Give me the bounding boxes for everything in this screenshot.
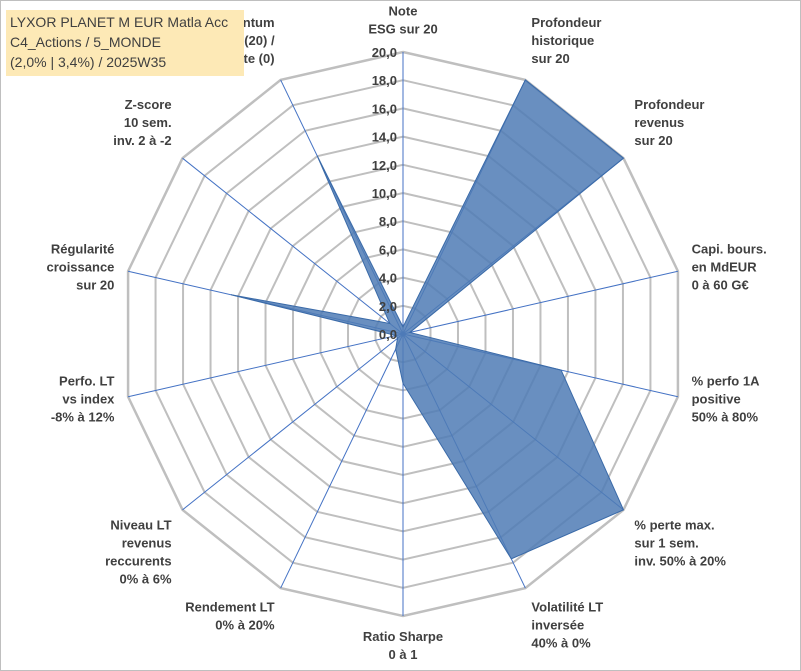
axis-label-line: vs index xyxy=(62,391,115,406)
axis-label-line: Niveau LT xyxy=(110,517,171,532)
axis-label-2: Profondeur revenus sur 20 xyxy=(634,97,704,148)
axis-label-line: 0 à 1 xyxy=(389,647,418,662)
axis-label-line: 10 sem. xyxy=(124,115,172,130)
axis-label-1: Profondeur historique sur 20 xyxy=(531,15,601,66)
axis-label-line: Capi. bours. xyxy=(692,242,767,257)
axis-label-line: Régularité xyxy=(51,242,115,257)
axis-label-line: reccurents xyxy=(105,553,171,568)
r-tick-label: 2,0 xyxy=(379,299,397,314)
chart-title-box: LYXOR PLANET M EUR Matla Acc C4_Actions … xyxy=(6,10,244,76)
axis-label-line: sur 20 xyxy=(634,133,672,148)
axis-label-line: 0% à 6% xyxy=(120,571,172,586)
axis-label-line: 0 à 60 G€ xyxy=(692,278,749,293)
axis-label-line: Z-score xyxy=(125,97,172,112)
spoke-3 xyxy=(402,270,679,335)
axis-label-line: Note xyxy=(389,4,418,19)
axis-label-line: revenus xyxy=(122,535,172,550)
axis-label-line: 0% à 20% xyxy=(215,617,275,632)
axis-label-12: Z-score 10 sem. inv. 2 à -2 xyxy=(113,97,171,148)
axis-label-line: Perfo. LT xyxy=(59,373,114,388)
r-tick-label: 8,0 xyxy=(379,214,397,229)
axis-label-8: Rendement LT 0% à 20% xyxy=(185,599,275,632)
axis-label-9: Niveau LT revenus reccurents 0% à 6% xyxy=(105,517,172,586)
r-tick-label: 18,0 xyxy=(372,73,397,88)
axis-label-line: en MdEUR xyxy=(692,260,758,275)
axis-label-line: Profondeur xyxy=(531,15,601,30)
axis-label-line: sur 20 xyxy=(531,51,569,66)
spoke-9 xyxy=(182,333,404,511)
axis-label-line: inv. 2 à -2 xyxy=(113,133,171,148)
axis-label-line: Rendement LT xyxy=(185,599,274,614)
axis-label-line: sur 1 sem. xyxy=(634,535,698,550)
axis-label-5: % perte max. sur 1 sem. inv. 50% à 20% xyxy=(634,517,726,568)
chart-title-line-1: LYXOR PLANET M EUR Matla Acc xyxy=(10,14,229,30)
axis-label-line: revenus xyxy=(634,115,684,130)
axis-label-line: Profondeur xyxy=(634,97,704,112)
axis-label-line: % perfo 1A xyxy=(692,373,761,388)
r-tick-label: 12,0 xyxy=(372,158,397,173)
chart-title-line-2: C4_Actions / 5_MONDE xyxy=(10,34,161,50)
axis-label-11: Régularité croissance sur 20 xyxy=(46,242,114,293)
r-tick-label: 16,0 xyxy=(372,101,397,116)
axis-label-line: % perte max. xyxy=(634,517,714,532)
spoke-8 xyxy=(280,333,404,589)
axis-label-line: 40% à 0% xyxy=(531,635,591,650)
axis-label-line: sur 20 xyxy=(76,278,114,293)
axis-label-line: inv. 50% à 20% xyxy=(634,553,726,568)
axis-label-line: inversée xyxy=(531,617,584,632)
radar-ticks: 0,0 2,0 4,0 6,0 8,0 10,0 12,0 14,0 16,0 18,0 20,0 xyxy=(372,45,397,342)
axis-label-line: -8% à 12% xyxy=(51,409,115,424)
axis-label-line: Volatilité LT xyxy=(531,599,603,614)
axis-label-7: Ratio Sharpe 0 à 1 xyxy=(363,629,443,662)
r-tick-label: 10,0 xyxy=(372,186,397,201)
axis-label-line: ESG sur 20 xyxy=(368,22,437,37)
axis-label-3: Capi. bours. en MdEUR 0 à 60 G€ xyxy=(692,242,767,293)
spoke-10 xyxy=(127,333,404,398)
axis-label-line: croissance xyxy=(46,260,114,275)
axis-label-line: historique xyxy=(531,33,594,48)
r-tick-label: 14,0 xyxy=(372,130,397,145)
spoke-12 xyxy=(182,157,404,335)
r-tick-label: 20,0 xyxy=(372,45,397,60)
axis-label-line: Ratio Sharpe xyxy=(363,629,443,644)
chart-title-line-3: (2,0% | 3,4%) / 2025W35 xyxy=(10,54,167,70)
r-tick-label: 6,0 xyxy=(379,242,397,257)
axis-label-10: Perfo. LT vs index -8% à 12% xyxy=(51,373,115,424)
radar-series xyxy=(231,79,625,560)
axis-label-line: positive xyxy=(692,391,741,406)
axis-label-0: Note ESG sur 20 xyxy=(368,4,437,37)
axis-label-6: Volatilité LT inversée 40% à 0% xyxy=(531,599,603,650)
r-tick-label: 4,0 xyxy=(379,271,397,286)
axis-label-4: % perfo 1A positive 50% à 80% xyxy=(692,373,761,424)
r-tick-label: 0,0 xyxy=(379,327,397,342)
axis-label-line: 50% à 80% xyxy=(692,409,759,424)
